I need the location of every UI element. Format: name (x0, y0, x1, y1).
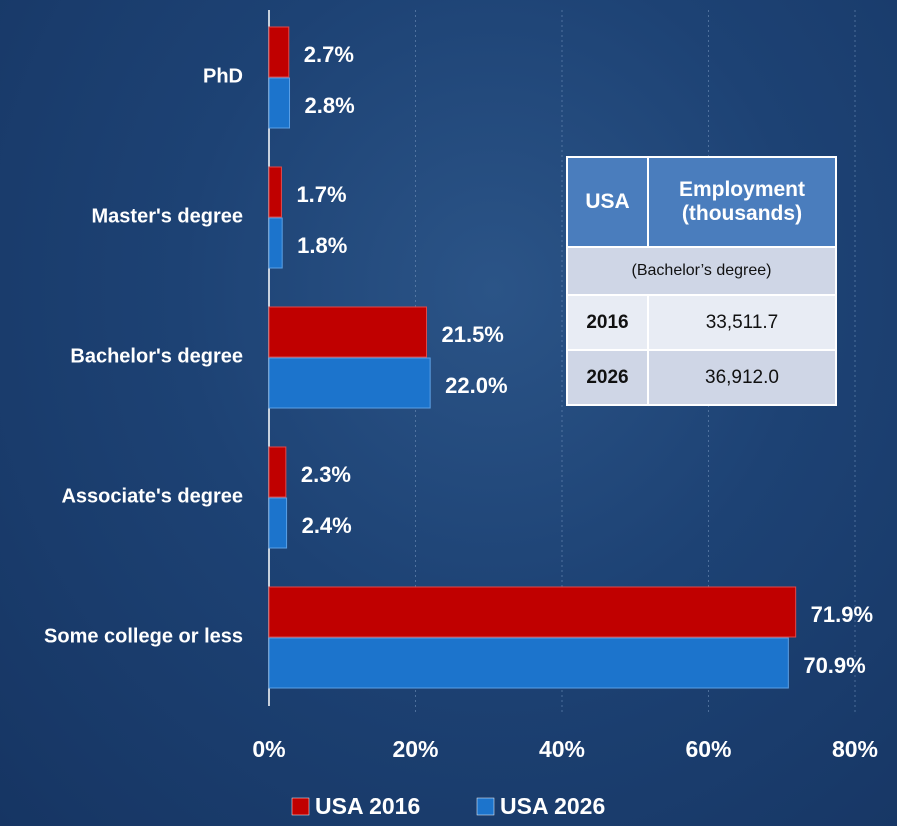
x-tick-label: 20% (392, 736, 438, 762)
value-label: 21.5% (441, 322, 503, 347)
bar (269, 167, 281, 217)
x-tick-label: 60% (685, 736, 731, 762)
table-cell: 33,511.7 (648, 295, 836, 350)
legend-swatch (477, 798, 494, 815)
bar (269, 498, 287, 548)
table-subheader-cell: (Bachelor’s degree) (567, 247, 836, 295)
data-table: USA Employment (thousands) (Bachelor’s d… (566, 156, 837, 406)
page: 0% 20% 40% 60% 80% PhD 2.7% 2.8% Master's degree… (0, 0, 897, 826)
y-tick-label: Some college or less (44, 625, 243, 647)
y-tick-label: Associate's degree (61, 485, 243, 507)
value-label: 70.9% (803, 653, 865, 678)
value-label: 1.8% (297, 233, 347, 258)
table-header-cell: USA (567, 157, 648, 247)
bar (269, 27, 289, 77)
bar (269, 638, 788, 688)
value-label: 2.7% (304, 42, 354, 67)
table-header-cell: Employment (thousands) (648, 157, 836, 247)
bar (269, 358, 430, 408)
legend-label: USA 2026 (500, 793, 605, 819)
bar (269, 218, 282, 268)
table-row: 2026 36,912.0 (567, 350, 836, 405)
table-cell: 2016 (567, 295, 648, 350)
chart: 0% 20% 40% 60% 80% PhD 2.7% 2.8% Master's degree… (0, 0, 897, 826)
value-label: 22.0% (445, 373, 507, 398)
bar (269, 587, 796, 637)
value-label: 1.7% (296, 182, 346, 207)
legend-swatch (292, 798, 309, 815)
bar (269, 447, 286, 497)
value-label: 2.8% (305, 93, 355, 118)
value-label: 71.9% (811, 602, 873, 627)
x-tick-label: 80% (832, 736, 878, 762)
x-tick-label: 40% (539, 736, 585, 762)
table-cell: 2026 (567, 350, 648, 405)
legend-label: USA 2016 (315, 793, 420, 819)
bar (269, 78, 290, 128)
y-tick-label: PhD (203, 65, 243, 87)
table-cell: 36,912.0 (648, 350, 836, 405)
value-label: 2.4% (302, 513, 352, 538)
value-label: 2.3% (301, 462, 351, 487)
table-row: 2016 33,511.7 (567, 295, 836, 350)
y-tick-label: Master's degree (92, 205, 244, 227)
y-tick-label: Bachelor's degree (70, 345, 243, 367)
x-tick-label: 0% (252, 736, 285, 762)
bar (269, 307, 426, 357)
table-subheader: (Bachelor’s degree) (567, 247, 836, 295)
table-header: USA Employment (thousands) (567, 157, 836, 247)
